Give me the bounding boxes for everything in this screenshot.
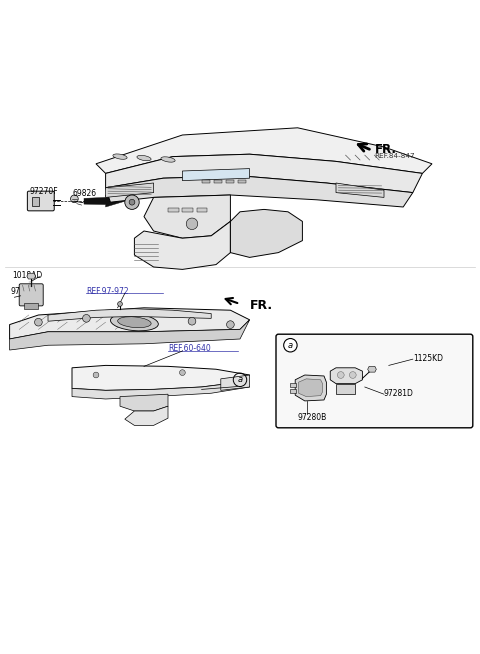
Circle shape (188, 317, 196, 325)
Polygon shape (96, 128, 432, 173)
Polygon shape (72, 366, 250, 390)
Ellipse shape (113, 154, 127, 160)
Polygon shape (125, 406, 168, 425)
Circle shape (35, 318, 42, 326)
Polygon shape (72, 382, 250, 399)
Polygon shape (295, 375, 326, 401)
Polygon shape (106, 183, 154, 198)
Bar (290, 383, 296, 387)
Polygon shape (336, 183, 384, 198)
Ellipse shape (161, 157, 175, 162)
Text: 97280B: 97280B (298, 413, 327, 422)
Polygon shape (368, 366, 376, 372)
Polygon shape (48, 309, 211, 321)
Ellipse shape (118, 317, 151, 328)
Bar (182, 208, 193, 212)
Bar (202, 180, 210, 183)
Circle shape (71, 195, 78, 203)
Circle shape (284, 339, 297, 352)
Text: a: a (288, 341, 293, 350)
Circle shape (349, 371, 356, 379)
Circle shape (227, 320, 234, 328)
Bar (32, 198, 39, 206)
Text: 1018AD: 1018AD (12, 271, 42, 280)
FancyBboxPatch shape (27, 191, 54, 211)
Bar (226, 180, 234, 183)
Text: 97254N: 97254N (11, 288, 40, 296)
Bar (197, 208, 207, 212)
Text: 1125KD: 1125KD (413, 354, 443, 363)
Text: 97270F: 97270F (30, 186, 59, 196)
Circle shape (125, 195, 139, 209)
Polygon shape (84, 195, 125, 207)
Polygon shape (336, 384, 355, 394)
Ellipse shape (137, 156, 151, 161)
Bar (214, 180, 222, 183)
Polygon shape (182, 169, 250, 181)
Text: REF.97-972: REF.97-972 (86, 286, 129, 296)
Polygon shape (330, 368, 362, 384)
Circle shape (337, 371, 344, 379)
Polygon shape (299, 379, 323, 396)
Bar (168, 208, 179, 212)
Polygon shape (221, 375, 250, 390)
Text: 97281D: 97281D (384, 388, 414, 398)
Text: FR.: FR. (250, 299, 273, 312)
Polygon shape (120, 394, 168, 411)
Circle shape (186, 218, 198, 230)
FancyBboxPatch shape (276, 334, 473, 428)
Circle shape (180, 370, 185, 375)
Polygon shape (27, 273, 36, 279)
Text: a: a (238, 375, 242, 385)
Polygon shape (106, 176, 413, 207)
Bar (24, 303, 38, 309)
Polygon shape (10, 308, 250, 339)
Polygon shape (144, 195, 230, 238)
Circle shape (118, 301, 122, 306)
Text: REF.84-847: REF.84-847 (374, 153, 415, 159)
Polygon shape (10, 320, 250, 350)
Circle shape (93, 372, 99, 378)
Polygon shape (230, 209, 302, 258)
Text: FR.: FR. (374, 143, 396, 156)
FancyBboxPatch shape (19, 284, 43, 306)
Circle shape (83, 315, 90, 322)
Text: 69826: 69826 (73, 189, 97, 198)
Text: REF.60-640: REF.60-640 (168, 344, 211, 353)
Bar (238, 180, 246, 183)
Ellipse shape (110, 313, 158, 331)
Polygon shape (106, 154, 422, 192)
Polygon shape (134, 222, 230, 269)
Circle shape (129, 199, 135, 205)
Bar (290, 389, 296, 393)
